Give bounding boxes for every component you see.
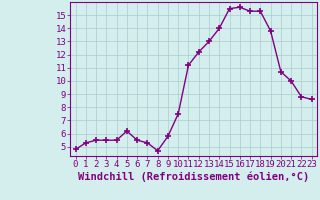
- X-axis label: Windchill (Refroidissement éolien,°C): Windchill (Refroidissement éolien,°C): [78, 172, 309, 182]
